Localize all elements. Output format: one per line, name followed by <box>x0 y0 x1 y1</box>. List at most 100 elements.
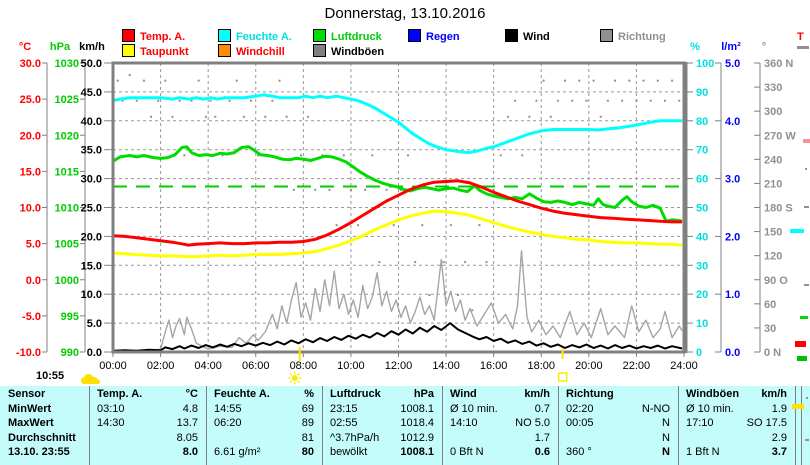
table-cell-value: N <box>662 417 670 429</box>
stats-table: Sensor Temp. A. °C Feuchte A.% Luftdruck hPa W… <box>0 386 810 465</box>
table-cell-time: 1 Bft N <box>686 446 720 458</box>
table-divider <box>442 386 443 465</box>
svg-text:1025: 1025 <box>55 94 79 106</box>
svg-text:15.0: 15.0 <box>81 260 102 272</box>
edge-mark <box>804 206 809 208</box>
table-row-label: MaxWert <box>8 417 54 429</box>
table-cell-time: 0 Bft N <box>450 446 484 458</box>
legend-item-windboeen[interactable]: Windböen <box>313 44 384 58</box>
table-cell-value: 2.9 <box>771 431 787 444</box>
table-cell-value: 1.9 <box>771 402 787 415</box>
series-luftdruck <box>112 145 683 223</box>
svg-text:1005: 1005 <box>55 239 79 251</box>
table-cell-value: 80 <box>301 446 314 458</box>
table-cell-time: 17:10 <box>686 417 714 429</box>
table-header-unit: km/h <box>524 388 550 400</box>
svg-text:100: 100 <box>696 58 714 70</box>
table-cell-value: 1008.1 <box>400 402 434 415</box>
table-cell-value: 3.7 <box>771 446 787 458</box>
table-cell-value: 0.6 <box>534 446 550 458</box>
legend-swatch-luftdruck <box>313 29 326 42</box>
legend-label: Taupunkt <box>140 46 189 58</box>
table-cell-time: 00:05 <box>566 417 594 429</box>
sun-markers <box>288 347 568 385</box>
legend-item-luftdruck[interactable]: Luftdruck <box>313 29 382 43</box>
table-row-label: 13.10. 23:55 <box>8 446 70 458</box>
series-windboeen <box>112 250 683 353</box>
svg-text:5.0: 5.0 <box>725 58 740 70</box>
svg-text:10.0: 10.0 <box>81 289 102 301</box>
table-header-unit: % <box>304 388 314 400</box>
weather-chart: °C 30.0 25.0 20.0 15.0 10.0 5.0 0.0 -5.0 -10.0 hPa… <box>16 41 796 385</box>
legend-swatch-wind <box>505 29 518 42</box>
svg-text:1000: 1000 <box>55 275 79 287</box>
legend-label: Feuchte A. <box>236 31 292 43</box>
svg-text:5.0: 5.0 <box>87 318 102 330</box>
svg-text:35.0: 35.0 <box>81 145 102 157</box>
svg-text:5.0: 5.0 <box>26 239 41 251</box>
legend-swatch-richtung <box>600 29 613 42</box>
svg-text:20.0: 20.0 <box>20 130 41 142</box>
svg-text:50: 50 <box>696 203 708 215</box>
svg-text:4.0: 4.0 <box>725 116 740 128</box>
svg-text:70: 70 <box>696 145 708 157</box>
edge-mark <box>803 139 810 143</box>
table-header-unit: °C <box>185 388 198 400</box>
legend-swatch-regen <box>408 29 421 42</box>
legend-item-windchill[interactable]: Windchill <box>218 44 285 58</box>
svg-text:330: 330 <box>764 82 782 94</box>
series-feuchte <box>112 93 683 155</box>
svg-text:02:00: 02:00 <box>147 360 175 372</box>
legend-item-regen[interactable]: Regen <box>408 29 460 43</box>
table-divider <box>89 386 90 465</box>
legend-swatch-feuchte <box>218 29 231 42</box>
svg-text:10: 10 <box>696 318 708 330</box>
legend-item-richtung[interactable]: Richtung <box>600 29 666 43</box>
table-cell-value: 89 <box>301 417 314 429</box>
svg-text:90: 90 <box>696 87 708 99</box>
svg-text:1.0: 1.0 <box>725 289 740 301</box>
table-cell-time: 03:10 <box>97 402 125 415</box>
table-cell-time: 14:30 <box>97 417 125 429</box>
svg-text:40: 40 <box>696 231 708 243</box>
table-cell-time: 23:15 <box>330 402 358 415</box>
series-wind <box>112 322 683 352</box>
table-cell-value: 13.7 <box>176 417 198 429</box>
svg-text:0 N: 0 N <box>764 347 781 359</box>
svg-text:04:00: 04:00 <box>194 360 222 372</box>
legend-swatch-taupunkt <box>122 44 135 57</box>
legend-item-wind[interactable]: Wind <box>505 29 550 43</box>
edge-mark <box>805 168 807 170</box>
svg-text:270 W: 270 W <box>764 130 796 142</box>
legend-item-feuchte[interactable]: Feuchte A. <box>218 29 292 43</box>
table-cell-time: 14:55 <box>214 402 242 415</box>
svg-text:20:00: 20:00 <box>575 360 603 372</box>
svg-text:°: ° <box>762 41 766 53</box>
legend-label: Luftdruck <box>331 31 382 43</box>
svg-text:1010: 1010 <box>55 203 79 215</box>
svg-text:10.0: 10.0 <box>20 203 41 215</box>
svg-text:0: 0 <box>696 347 702 359</box>
table-cell-time: Ø 10 min. <box>686 402 734 415</box>
table-header-luftdruck: Luftdruck <box>330 388 381 400</box>
svg-text:0.0: 0.0 <box>26 275 41 287</box>
legend-item-taupunkt[interactable]: Taupunkt <box>122 44 189 58</box>
svg-text:210: 210 <box>764 178 782 190</box>
svg-text:08:00: 08:00 <box>290 360 318 372</box>
legend-item-temp[interactable]: Temp. A. <box>122 29 185 43</box>
edge-mark <box>792 404 804 409</box>
table-cell-time: 02:20 <box>566 402 594 415</box>
legend-label: Richtung <box>618 31 666 43</box>
table-divider <box>558 386 559 465</box>
cloud-icon <box>81 374 100 384</box>
svg-text:22:00: 22:00 <box>623 360 651 372</box>
svg-text:180 S: 180 S <box>764 203 793 215</box>
svg-text:30: 30 <box>764 323 776 335</box>
svg-text:0.0: 0.0 <box>87 347 102 359</box>
table-cell-value: N <box>662 446 670 458</box>
svg-text:20.0: 20.0 <box>81 231 102 243</box>
table-divider <box>206 386 207 465</box>
svg-text:60: 60 <box>696 174 708 186</box>
edge-mark <box>795 341 806 347</box>
